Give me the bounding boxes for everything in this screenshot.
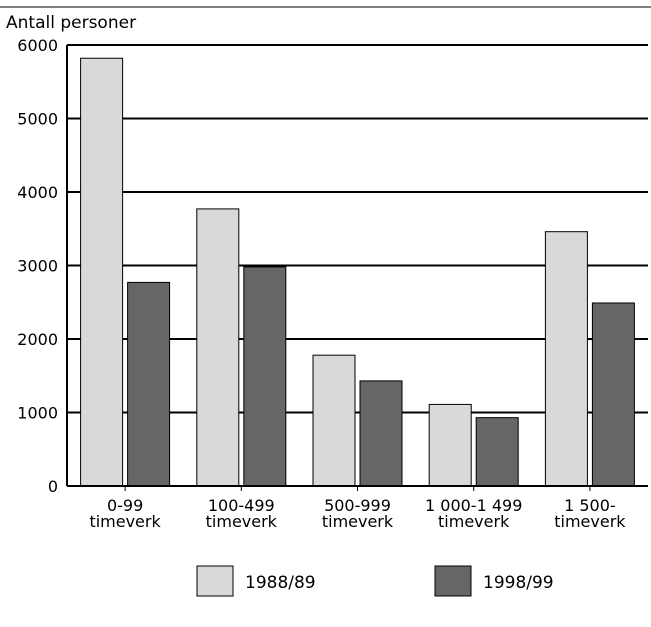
legend-label: 1988/89 bbox=[245, 573, 316, 593]
y-axis-label: Antall personer bbox=[6, 13, 136, 33]
axes bbox=[66, 45, 648, 491]
x-tick-label: 0-99 timeverk bbox=[89, 496, 161, 531]
legend-label: 1998/99 bbox=[483, 573, 554, 593]
bar-1998-99-2 bbox=[359, 380, 403, 487]
x-tick-label: 1 500-timeverk bbox=[554, 496, 626, 531]
bar-1998-99-0 bbox=[127, 281, 171, 487]
bar-1988-89-1 bbox=[196, 208, 240, 487]
y-tick-label: 1000 bbox=[17, 404, 58, 423]
bar-1998-99-3 bbox=[475, 417, 519, 487]
y-tick-label: 5000 bbox=[17, 110, 58, 129]
bar-1988-89-4 bbox=[544, 231, 588, 487]
legend-swatch bbox=[434, 565, 472, 597]
bar-1988-89-0 bbox=[80, 57, 124, 487]
bar-1998-99-4 bbox=[591, 302, 635, 487]
bar-1988-89-3 bbox=[428, 403, 472, 487]
x-tick-label: 100-499 timeverk bbox=[206, 496, 278, 531]
y-tick-label: 0 bbox=[48, 477, 58, 496]
x-tick-label: 500-999 timeverk bbox=[322, 496, 394, 531]
legend-swatch bbox=[196, 565, 234, 597]
x-tick-label: 1 000-1 499 timeverk bbox=[425, 496, 522, 531]
bar-1988-89-2 bbox=[312, 354, 356, 487]
bar-1998-99-1 bbox=[243, 266, 287, 487]
y-tick-label: 3000 bbox=[17, 257, 58, 276]
y-tick-label: 2000 bbox=[17, 330, 58, 349]
y-tick-labels: 0 1000 2000 3000 4000 5000 6000 bbox=[17, 36, 58, 496]
x-tick-labels: 0-99 timeverk 100-499 timeverk 500-999 timeve… bbox=[89, 496, 626, 531]
bars bbox=[80, 57, 635, 487]
y-tick-label: 4000 bbox=[17, 183, 58, 202]
legend: 1988/89 1998/99 bbox=[196, 565, 554, 597]
y-tick-label: 6000 bbox=[17, 36, 58, 55]
